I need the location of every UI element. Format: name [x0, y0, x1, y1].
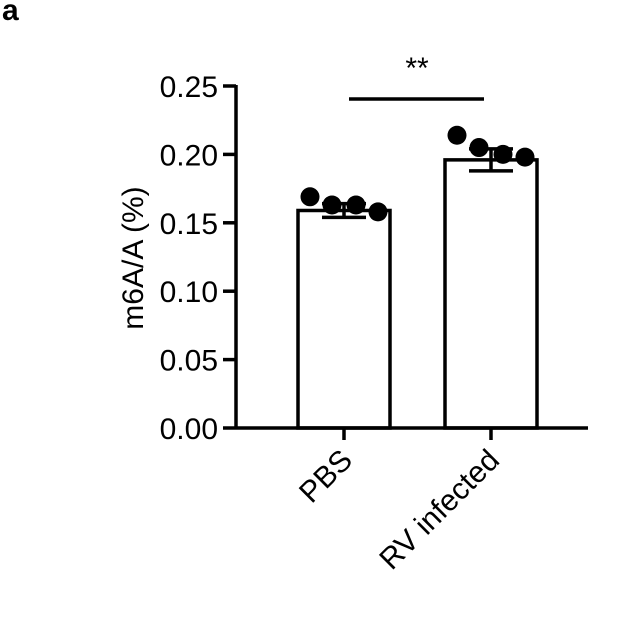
data-point-0-2 [346, 195, 366, 215]
y-tick-label-3: 0.15 [160, 208, 218, 241]
data-point-1-2 [493, 144, 513, 164]
plot-area: 0.00 0.05 0.10 0.15 0.20 0.25 PBS RV infected ** [160, 52, 588, 576]
bar-0 [296, 208, 392, 430]
y-tick-label-5: 0.25 [160, 71, 218, 104]
bar-1 [443, 158, 539, 430]
y-tick-label-2: 0.10 [160, 276, 218, 309]
x-tick-label-1: RV infected [373, 444, 506, 577]
data-point-0-3 [368, 202, 388, 222]
panel-label: a [2, 0, 19, 27]
data-point-1-1 [469, 138, 489, 158]
data-point-1-0 [447, 125, 467, 145]
y-tick-label-4: 0.20 [160, 139, 218, 172]
significance-label: ** [405, 52, 429, 85]
y-tick-label-1: 0.05 [160, 345, 218, 378]
x-tick-label-0: PBS [293, 444, 359, 510]
y-tick-label-0: 0.00 [160, 413, 218, 446]
data-point-0-0 [300, 187, 320, 207]
data-point-0-1 [322, 195, 342, 215]
data-point-1-3 [515, 147, 535, 167]
y-axis-label: m6A/A (%) [117, 186, 150, 329]
